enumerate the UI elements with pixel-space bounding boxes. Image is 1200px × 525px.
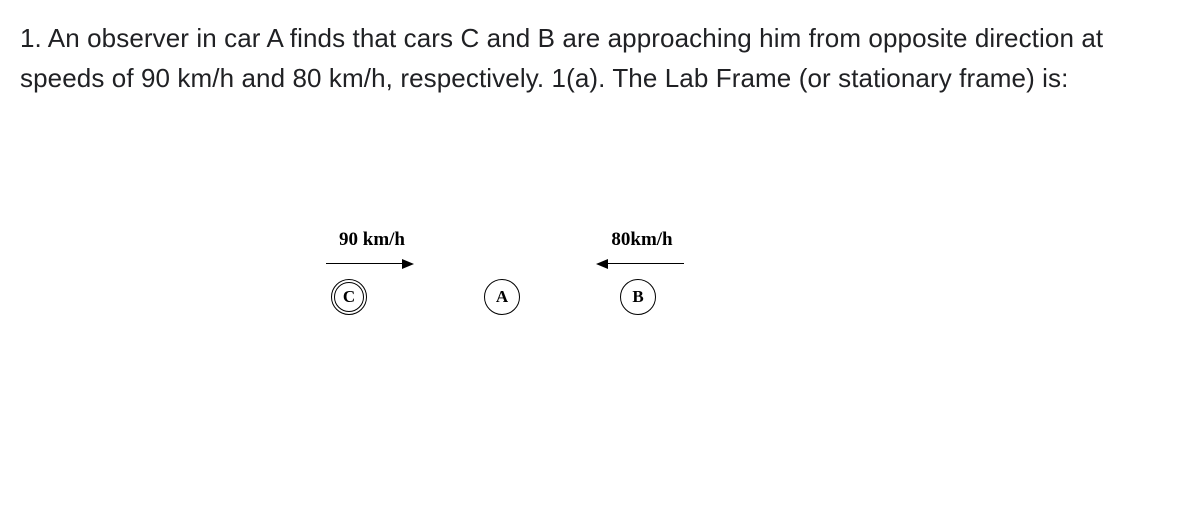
- speed-right-label: 80km/h: [596, 229, 688, 251]
- node-b-letter: B: [632, 287, 643, 307]
- node-c-letter: C: [343, 287, 355, 307]
- node-a-letter: A: [496, 287, 508, 307]
- arrow-right: [326, 257, 418, 271]
- arrow-left-line: [608, 263, 684, 265]
- node-b: B: [620, 279, 656, 315]
- speed-left-label: 90 km/h: [326, 229, 418, 251]
- speed-left-group: 90 km/h: [326, 229, 418, 271]
- diagram: 90 km/h 80km/h C A: [20, 229, 1176, 489]
- node-b-circle-icon: B: [620, 279, 656, 315]
- node-a-circle-icon: A: [484, 279, 520, 315]
- arrow-left: [596, 257, 688, 271]
- node-a: A: [484, 279, 520, 315]
- node-c: C: [331, 279, 367, 315]
- arrow-right-line: [326, 263, 402, 265]
- question-text: 1. An observer in car A finds that cars …: [20, 18, 1176, 99]
- arrow-left-head-icon: [596, 259, 608, 269]
- speed-right-group: 80km/h: [596, 229, 688, 271]
- arrow-right-head-icon: [402, 259, 414, 269]
- node-c-circle-icon: C: [331, 279, 367, 315]
